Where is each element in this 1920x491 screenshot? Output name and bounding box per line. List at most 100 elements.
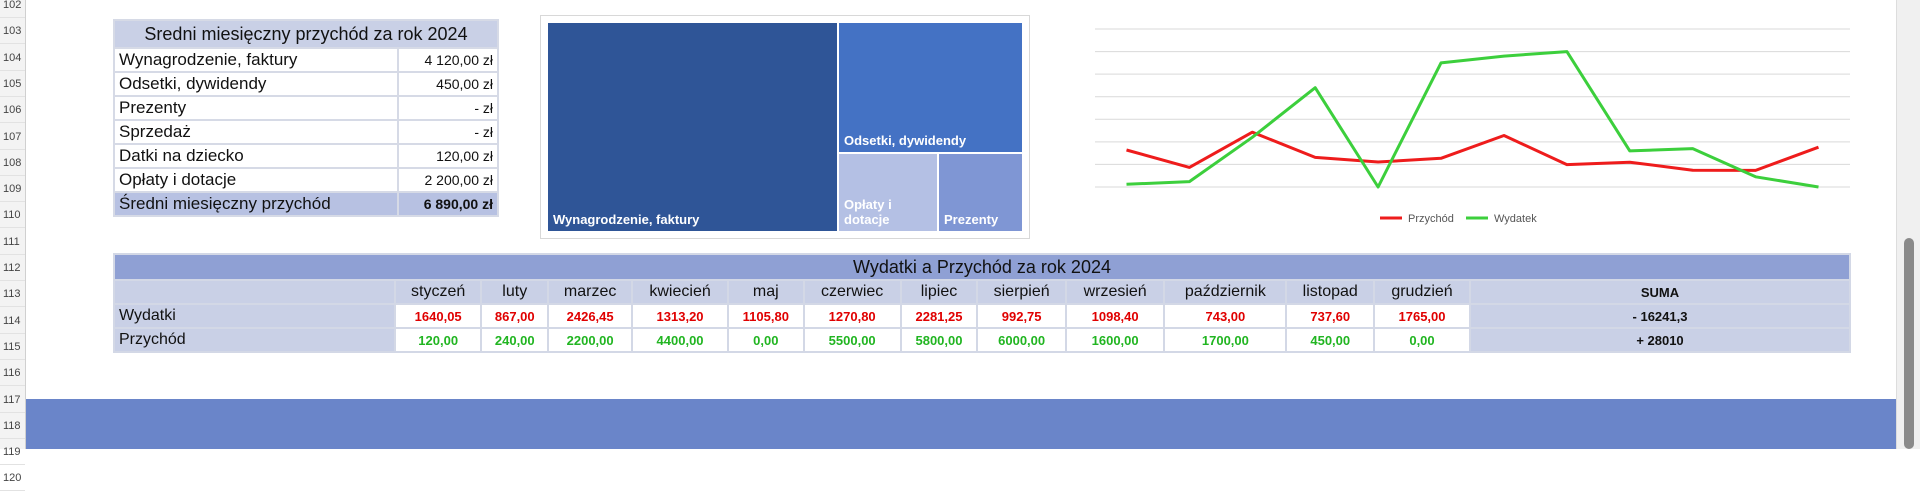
expense-value[interactable]: 1105,80 bbox=[727, 303, 805, 329]
income-row: Przychód 120,00 240,00 2200,00 4400,00 0,00 5… bbox=[113, 327, 1851, 353]
row-number[interactable]: 109 bbox=[0, 176, 25, 203]
vertical-scrollbar[interactable] bbox=[1896, 0, 1920, 449]
expense-value[interactable]: 1640,05 bbox=[393, 303, 483, 329]
month-header[interactable]: listopad bbox=[1285, 279, 1376, 305]
income-treemap-chart[interactable]: Wynagrodzenie, faktury Odsetki, dywidend… bbox=[540, 15, 1030, 239]
treemap-tile-wages[interactable]: Wynagrodzenie, faktury bbox=[548, 23, 837, 231]
header-blank-cell[interactable] bbox=[113, 279, 396, 305]
month-header[interactable]: lipiec bbox=[899, 279, 979, 305]
expense-value[interactable]: 1765,00 bbox=[1373, 303, 1471, 329]
income-value[interactable]: 120,00 bbox=[393, 327, 483, 353]
row-number[interactable]: 106 bbox=[0, 97, 25, 124]
expense-value[interactable]: 2426,45 bbox=[547, 303, 634, 329]
treemap-tile-gifts[interactable]: Prezenty bbox=[939, 154, 1022, 231]
row-number[interactable]: 116 bbox=[0, 360, 25, 387]
series-line-income[interactable] bbox=[1126, 130, 1820, 172]
row-number[interactable]: 108 bbox=[0, 150, 25, 176]
income-category-row: Opłaty i dotacje 2 200,00 zł bbox=[113, 167, 499, 193]
expense-value[interactable]: 743,00 bbox=[1163, 303, 1288, 329]
row-number[interactable]: 120 bbox=[0, 465, 25, 491]
total-value[interactable]: 6 890,00 zł bbox=[397, 191, 499, 217]
expense-value[interactable]: 1270,80 bbox=[802, 303, 902, 329]
month-header[interactable]: styczeń bbox=[393, 279, 483, 305]
month-header[interactable]: wrzesień bbox=[1064, 279, 1166, 305]
row-number[interactable]: 107 bbox=[0, 124, 25, 150]
income-value[interactable]: 1600,00 bbox=[1064, 327, 1166, 353]
income-value[interactable]: 450,00 bbox=[1285, 327, 1376, 353]
row-number[interactable]: 102 bbox=[0, 0, 25, 18]
expense-value[interactable]: 1098,40 bbox=[1064, 303, 1166, 329]
income-category-value[interactable]: 2 200,00 zł bbox=[397, 167, 499, 193]
colored-band-row[interactable] bbox=[26, 399, 1896, 449]
income-category-value[interactable]: 120,00 zł bbox=[397, 143, 499, 169]
month-header-row: styczeń luty marzec kwiecień maj czerwiec lipi… bbox=[113, 279, 1851, 305]
income-value[interactable]: 4400,00 bbox=[631, 327, 729, 353]
row-number[interactable]: 115 bbox=[0, 334, 25, 360]
month-header[interactable]: luty bbox=[480, 279, 550, 305]
income-category-row: Wynagrodzenie, faktury 4 120,00 zł bbox=[113, 47, 499, 73]
expenses-income-table: Wydatki a Przychód za rok 2024 styczeń lu… bbox=[113, 253, 1851, 353]
month-header[interactable]: sierpień bbox=[976, 279, 1067, 305]
income-category-value[interactable]: - zł bbox=[397, 95, 499, 121]
treemap-label-fees: Opłaty i dotacje bbox=[844, 197, 892, 227]
legend-label-expense: Wydatek bbox=[1494, 213, 1537, 225]
month-header[interactable]: czerwiec bbox=[802, 279, 902, 305]
month-header[interactable]: grudzień bbox=[1373, 279, 1471, 305]
month-header[interactable]: maj bbox=[727, 279, 805, 305]
row-number[interactable]: 103 bbox=[0, 18, 25, 45]
income-category-row: Odsetki, dywidendy 450,00 zł bbox=[113, 71, 499, 97]
row-number[interactable]: 111 bbox=[0, 229, 25, 255]
income-category-row: Prezenty - zł bbox=[113, 95, 499, 121]
income-category-label[interactable]: Prezenty bbox=[113, 95, 399, 121]
income-value[interactable]: 0,00 bbox=[1373, 327, 1471, 353]
income-value[interactable]: 2200,00 bbox=[547, 327, 634, 353]
scrollbar-thumb[interactable] bbox=[1904, 238, 1914, 449]
expense-value[interactable]: 737,60 bbox=[1285, 303, 1376, 329]
income-expense-line-chart[interactable]: Przychód Wydatek bbox=[1050, 15, 1860, 237]
income-category-label[interactable]: Wynagrodzenie, faktury bbox=[113, 47, 399, 73]
row-number[interactable]: 113 bbox=[0, 281, 25, 308]
average-income-title[interactable]: Sredni miesięczny przychód za rok 2024 bbox=[113, 19, 499, 49]
income-value[interactable]: 6000,00 bbox=[976, 327, 1067, 353]
row-header-column: 102 103 104 105 106 107 108 109 110 111 112 113 114 1… bbox=[0, 0, 26, 491]
total-label[interactable]: Średni miesięczny przychód bbox=[113, 191, 399, 217]
row-number[interactable]: 118 bbox=[0, 413, 25, 439]
treemap-tile-interest[interactable]: Odsetki, dywidendy bbox=[839, 23, 1022, 152]
row-number[interactable]: 114 bbox=[0, 308, 25, 334]
income-category-label[interactable]: Odsetki, dywidendy bbox=[113, 71, 399, 97]
row-number[interactable]: 117 bbox=[0, 387, 25, 413]
expenses-sum[interactable]: - 16241,3 bbox=[1469, 303, 1851, 329]
treemap-label-interest: Odsetki, dywidendy bbox=[844, 133, 967, 148]
month-header[interactable]: marzec bbox=[547, 279, 634, 305]
month-header[interactable]: kwiecień bbox=[631, 279, 729, 305]
average-income-table: Sredni miesięczny przychód za rok 2024 W… bbox=[113, 19, 499, 217]
income-category-value[interactable]: 450,00 zł bbox=[397, 71, 499, 97]
expenses-label[interactable]: Wydatki bbox=[113, 303, 396, 329]
income-value[interactable]: 5800,00 bbox=[899, 327, 979, 353]
row-number[interactable]: 105 bbox=[0, 71, 25, 97]
income-label[interactable]: Przychód bbox=[113, 327, 396, 353]
sum-header[interactable]: SUMA bbox=[1469, 279, 1851, 305]
income-category-value[interactable]: 4 120,00 zł bbox=[397, 47, 499, 73]
expense-value[interactable]: 2281,25 bbox=[899, 303, 979, 329]
income-category-label[interactable]: Sprzedaż bbox=[113, 119, 399, 145]
income-value[interactable]: 5500,00 bbox=[802, 327, 902, 353]
series-line-expense[interactable] bbox=[1126, 50, 1819, 189]
income-value[interactable]: 1700,00 bbox=[1163, 327, 1288, 353]
expense-value[interactable]: 1313,20 bbox=[631, 303, 729, 329]
income-value[interactable]: 240,00 bbox=[480, 327, 550, 353]
income-sum[interactable]: + 28010 bbox=[1469, 327, 1851, 353]
row-number[interactable]: 119 bbox=[0, 439, 25, 466]
expense-value[interactable]: 992,75 bbox=[976, 303, 1067, 329]
month-header[interactable]: październik bbox=[1163, 279, 1288, 305]
income-category-label[interactable]: Opłaty i dotacje bbox=[113, 167, 399, 193]
row-number[interactable]: 110 bbox=[0, 202, 25, 229]
expenses-income-title[interactable]: Wydatki a Przychód za rok 2024 bbox=[113, 253, 1851, 281]
income-category-label[interactable]: Datki na dziecko bbox=[113, 143, 399, 169]
income-category-value[interactable]: - zł bbox=[397, 119, 499, 145]
expense-value[interactable]: 867,00 bbox=[480, 303, 550, 329]
treemap-tile-fees[interactable]: Opłaty i dotacje bbox=[839, 154, 937, 231]
income-value[interactable]: 0,00 bbox=[727, 327, 805, 353]
row-number[interactable]: 104 bbox=[0, 45, 25, 71]
row-number[interactable]: 112 bbox=[0, 255, 25, 281]
